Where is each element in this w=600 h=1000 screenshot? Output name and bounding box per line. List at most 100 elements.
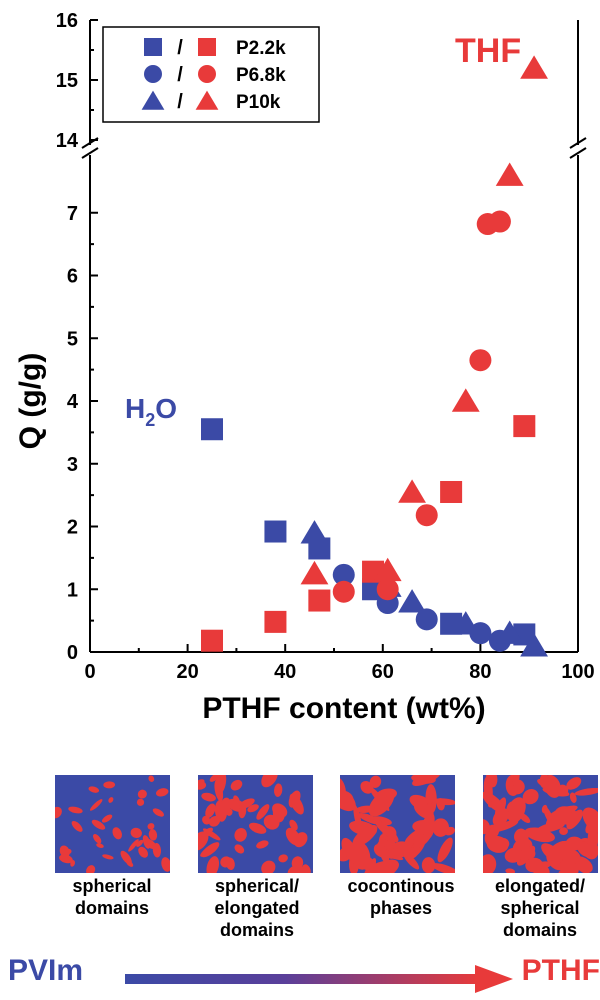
pthf-domain [200,842,220,857]
pthf-domain [484,829,498,846]
pthf-domain [272,804,285,823]
legend-separator: / [177,37,183,59]
pthf-domain [301,864,311,873]
pthf-domain [483,776,493,804]
pthf-domain [285,827,301,846]
legend-label: P2.2k [236,38,286,59]
pthf-domain [138,846,148,858]
pthf-domain [103,781,116,789]
y-tick-label: 7 [67,203,78,225]
pthf-domain [101,814,113,823]
pthf-domain [147,823,155,830]
pthf-domain [426,793,435,805]
pthf-domain [144,838,157,850]
data-point-triangle [300,560,329,585]
pthf-domain [152,808,164,817]
y-axis-label: Q (g/g) [14,353,47,450]
legend-marker-blue [144,65,162,83]
x-tick-label: 40 [274,661,296,683]
morphology-label-1: spherical domains [37,875,187,919]
axes: 0 20 40 60 80 100 0 1 2 3 4 5 6 7 14 15 16 PTHF content (… [14,10,595,725]
data-point-triangle [398,589,426,613]
pthf-domain [444,826,455,836]
pthf-domain [86,865,96,873]
y-tick-label: 6 [67,266,78,288]
pthf-domain [88,786,100,793]
data-point-square [308,589,331,612]
legend-label: P6.8k [236,65,286,86]
morphology-label-4: elongated/ spherical domains [465,875,600,941]
legend-marker-red [195,90,219,110]
pthf-domain [360,856,374,870]
pthf-domain [70,860,75,867]
y-tick-label: 5 [67,328,78,350]
data-point-triangle [300,520,329,544]
morphology-image-1 [55,775,170,873]
pthf-domain [161,857,170,872]
x-tick-label: 100 [561,661,594,683]
pthf-domain [388,846,403,859]
pthf-domain [539,775,549,788]
data-point-triangle [451,388,480,412]
y-tick-label: 0 [67,642,78,664]
pthf-domain [541,804,548,814]
pthf-domain [368,861,397,873]
pthf-domain [488,802,495,808]
pthf-domain [404,838,415,847]
legend-separator: / [177,64,183,86]
pthf-domain [566,809,583,830]
pthf-domain [522,788,539,805]
data-point-square [201,418,223,441]
pthf-domain [349,820,377,836]
pthf-domain [148,829,158,841]
pthf-domain [375,821,398,840]
pthf-domain [234,844,245,854]
pthf-domain [431,863,455,873]
data-point-triangle [451,611,480,635]
x-tick-label: 0 [84,661,95,683]
pthf-domain [238,798,255,809]
pthf-domain [206,856,220,873]
data-point-square [264,520,287,543]
pthf-domain [89,799,103,811]
pthf-domain [148,775,155,782]
y-tick-label: 1 [67,579,78,601]
data-point-circle [376,578,399,601]
water-annotation: H2O [125,393,177,430]
pthf-domain [569,792,577,803]
pthf-domain [560,861,579,873]
pthf-label: PTHF [521,954,600,987]
pthf-domain [71,820,83,832]
pthf-domain [574,787,598,796]
data-point-square [440,480,463,503]
data-point-square [513,415,536,438]
pthf-domain [59,845,70,858]
pthf-domain [202,815,211,825]
pthf-domain [201,792,216,802]
pthf-domain [420,812,435,838]
pthf-domain [514,828,526,843]
pthf-domain [586,813,597,827]
pthf-domain [234,828,247,842]
pthf-domain [340,787,356,812]
legend-marker-blue [144,38,162,56]
pthf-domain [505,868,516,873]
morphology-label-2: spherical/ elongated domains [182,875,332,941]
legend-marker-red [198,65,216,83]
pthf-domain [411,775,436,784]
pthf-domain [261,775,278,788]
pthf-domain [205,803,216,818]
data-point-triangle [495,162,524,186]
pthf-domain [108,797,114,803]
morphology-pattern [340,775,455,873]
pthf-domain [208,815,221,827]
data-point-circle [469,349,492,372]
morphology-label-line: cocontinous [347,876,455,896]
y-tick-label: 2 [67,517,78,539]
x-tick-label: 60 [372,661,394,683]
pthf-domain [137,789,147,799]
x-axis-label: PTHF content (wt%) [202,692,485,725]
thf-annotation: THF [455,32,521,70]
data-point-circle [332,563,355,586]
pthf-domain [91,819,106,830]
